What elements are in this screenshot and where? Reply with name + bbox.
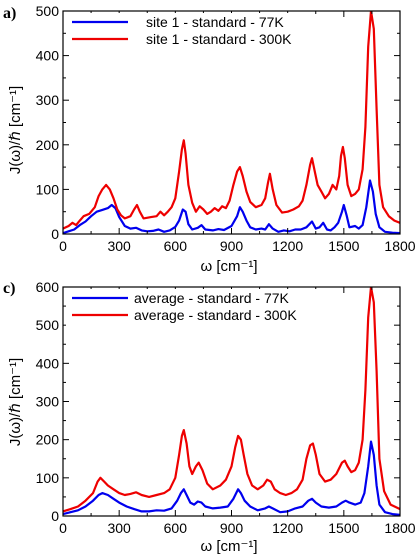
panel-a-x-tick-label: 0	[59, 238, 67, 254]
panel-c-legend-label-77k: average - standard - 77K	[134, 290, 290, 306]
panel-a-x-axis-title: ω [cm⁻¹]	[200, 258, 257, 275]
panel-a-y-tick-label: 100	[36, 181, 60, 197]
panel-c-y-tick-label: 100	[36, 470, 60, 486]
panel-a: a) 0 300 600 900 1200 1500 1800 0 100 200 300 400 50…	[3, 3, 415, 275]
panel-c-lines	[63, 287, 400, 516]
panel-c-y-tick-label: 600	[36, 279, 60, 295]
panel-c-x-axis-title: ω [cm⁻¹]	[200, 538, 257, 555]
panel-c-series-300k-line	[63, 287, 400, 513]
panel-c-legend-label-300k: average - standard - 300K	[134, 307, 297, 323]
panel-a-x-tick-label: 1200	[272, 238, 303, 254]
panel-a-y-tick-label: 400	[36, 48, 60, 64]
panel-a-ticks: 0 300 600 900 1200 1500 1800 0 100 200 300 400 500	[36, 3, 415, 254]
panel-c-legend-box	[66, 289, 334, 327]
panel-c-x-tick-label: 1200	[272, 520, 303, 536]
panel-a-x-tick-label: 900	[220, 238, 244, 254]
panel-c-x-tick-label: 1800	[384, 520, 415, 536]
panel-c-x-tick-label: 900	[220, 520, 244, 536]
panel-a-lines	[63, 11, 400, 234]
panel-a-legend-label-77k: site 1 - standard - 77K	[146, 14, 284, 30]
panel-a-x-tick-label: 300	[107, 238, 131, 254]
panel-a-legend-box	[66, 13, 310, 51]
panel-c-y-tick-label: 0	[51, 508, 59, 524]
panel-a-legend-label-300k: site 1 - standard - 300K	[146, 31, 292, 47]
panel-c-legend: average - standard - 77K average - stand…	[66, 289, 334, 327]
panel-c-label: c)	[3, 280, 15, 297]
panel-c-y-axis-title: J(ω)/ℏ [cm⁻¹]	[7, 358, 24, 446]
panel-c-x-tick-label: 0	[59, 520, 67, 536]
panel-c-ticks: 0 300 600 900 1200 1500 1800 0 100 200 300 400 500 60…	[36, 279, 415, 536]
panel-a-legend: site 1 - standard - 77K site 1 - standar…	[66, 13, 310, 51]
panel-c-x-tick-label: 300	[107, 520, 131, 536]
panel-a-y-tick-label: 300	[36, 92, 60, 108]
panel-a-x-tick-label: 1500	[328, 238, 359, 254]
panel-c: c) 0 300 600 900 1200 1500 1800 0 100 200 300 400 50…	[3, 279, 415, 555]
panel-c-x-tick-label: 1500	[328, 520, 359, 536]
panel-a-y-tick-label: 200	[36, 137, 60, 153]
panel-a-y-tick-label: 500	[36, 3, 60, 19]
panel-a-series-300k-line	[63, 11, 400, 230]
panel-c-x-tick-label: 600	[164, 520, 188, 536]
panel-a-label: a)	[3, 5, 16, 22]
panel-a-y-tick-label: 0	[51, 226, 59, 242]
panel-a-x-tick-label: 600	[164, 238, 188, 254]
panel-a-series-77k-line	[63, 179, 400, 234]
panel-a-x-tick-label: 1800	[384, 238, 415, 254]
panel-c-y-tick-label: 500	[36, 317, 60, 333]
panel-c-series-77k-line	[63, 440, 400, 516]
panel-c-y-tick-label: 200	[36, 432, 60, 448]
panel-a-y-axis-title: J(ω)/ℏ [cm⁻¹]	[7, 86, 24, 174]
panel-c-y-tick-label: 400	[36, 355, 60, 371]
panel-c-y-tick-label: 300	[36, 394, 60, 410]
